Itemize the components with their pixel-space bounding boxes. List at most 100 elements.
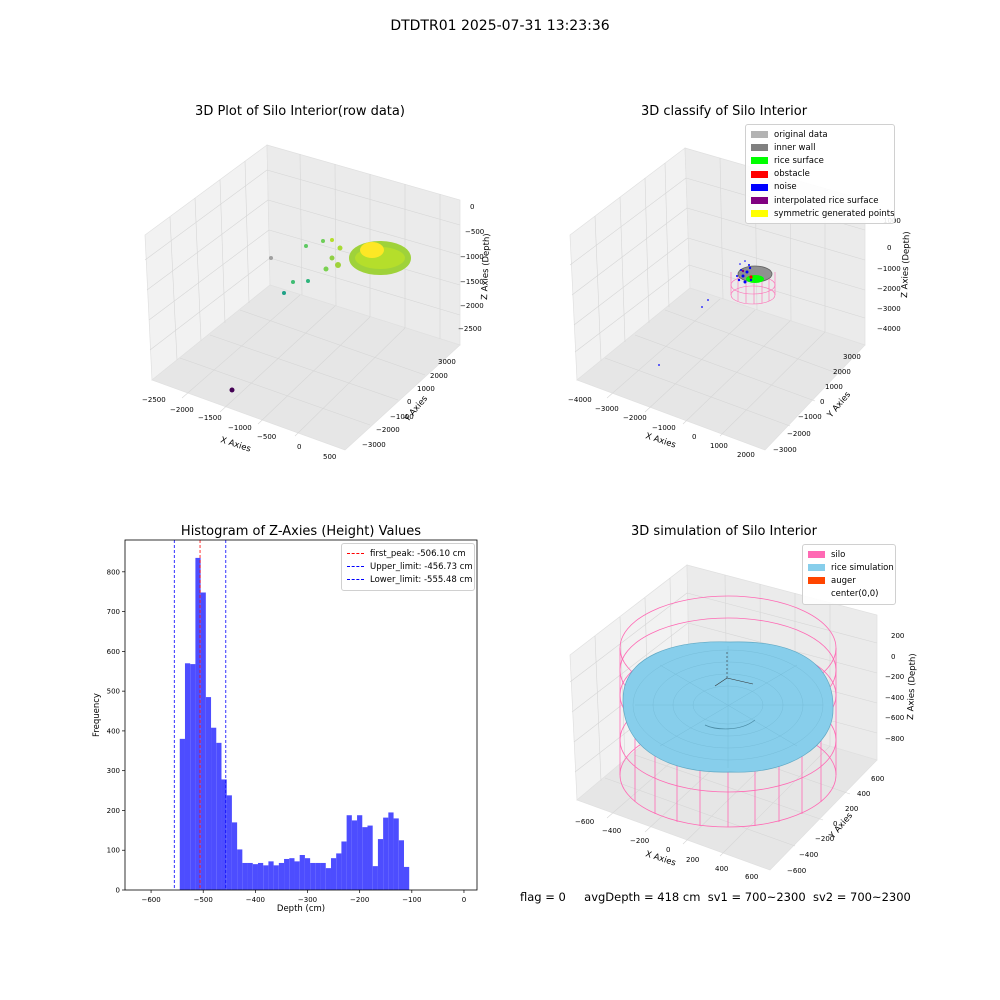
legend-item: first_peak: -506.10 cm [347,547,469,560]
histogram-chart: −600 −500 −400 −300 −200 −100 0 0 100 200 300 400 5… [92,539,478,914]
svg-text:−2000: −2000 [376,426,400,434]
x-tick-label: −100 [402,896,421,904]
status-footer: flag = 0 avgDepth = 418 cm sv1 = 700~230… [520,890,911,904]
y-tick-label: 100 [107,847,120,855]
y-ticks: 0 100 200 300 400 500 600 700 800 [107,568,125,895]
svg-text:1000: 1000 [710,442,728,450]
svg-text:−2000: −2000 [787,430,811,438]
legend-item: rice surface [751,154,889,167]
histogram-bar [252,864,258,890]
svg-text:−2500: −2500 [142,396,166,404]
svg-text:−3000: −3000 [362,441,386,449]
plot-frame [124,539,478,891]
rice-surface-points [746,275,764,283]
x-tick-label: −400 [246,896,265,904]
svg-text:−1500: −1500 [460,278,484,286]
histogram-bars [179,557,410,890]
floor-pane [151,284,461,451]
legend-item: symmetric generated points [751,207,895,220]
svg-text:600: 600 [745,873,758,881]
histogram-bar [200,592,206,890]
x-ticks: −600 −500 −400 −300 −200 −100 0 [141,890,466,904]
svg-text:0: 0 [891,653,895,661]
svg-text:−1500: −1500 [198,414,222,422]
histogram-bar [325,868,331,890]
histogram-bar [341,841,347,890]
svg-text:0: 0 [820,398,824,406]
svg-text:0: 0 [407,398,411,406]
y-tick-label: 300 [107,767,120,775]
histogram-bar [268,861,274,890]
svg-text:−500: −500 [465,228,484,236]
histogram-bar [336,853,342,890]
lower-limit-line-swatch [347,579,364,581]
simulation-3d-plot: −600 −400 −200 0 200 400 600 X Axies 600… [569,564,918,881]
svg-text:−400: −400 [602,827,621,835]
svg-text:−1000: −1000 [390,413,414,421]
svg-text:−2000: −2000 [170,406,194,414]
svg-text:−1000: −1000 [652,424,676,432]
svg-text:−800: −800 [885,735,904,743]
histogram-bar [284,858,290,890]
classify-legend: original data inner wall rice surface ob… [745,124,895,225]
legend-item: inner wall [751,141,889,154]
upper-limit-line-swatch [347,566,364,568]
histogram-bar [278,862,285,890]
svg-text:400: 400 [715,865,728,873]
x-tick-label: −500 [194,896,213,904]
simulation-legend: silo rice simulation auger center(0,0) [802,544,896,605]
svg-text:400: 400 [857,790,870,798]
legend-item: noise [751,181,889,194]
legend-item: center(0,0) [808,588,890,601]
histogram-bar [247,862,253,890]
histogram-bar [221,779,227,890]
raw-x-ticks: −2500 −2000 −1500 −1000 −500 0 500 [142,396,336,461]
swatch-center [808,591,825,598]
simulation-plot-title: 3D simulation of Silo Interior [631,524,817,539]
first-peak-line-swatch [347,553,364,555]
histogram-bar [383,817,389,890]
svg-text:Z Axies (Depth): Z Axies (Depth) [906,653,918,720]
svg-text:0: 0 [297,443,301,451]
histogram-bar [257,862,264,890]
svg-text:200: 200 [891,632,904,640]
legend-item: original data [751,128,889,141]
raw-3d-plot: −2500 −2000 −1500 −1000 −500 0 500 X Axi… [142,144,492,461]
swatch-original-data [751,131,768,139]
histogram-bar [388,812,394,890]
histogram-bar [367,825,373,890]
histogram-bar [195,557,201,890]
legend-item: interpolated rice surface [751,194,889,207]
svg-text:2000: 2000 [737,451,755,459]
auger-axis [714,652,754,687]
histogram-bar [263,865,269,890]
y-tick-label: 700 [107,608,120,616]
svg-text:−600: −600 [787,867,806,875]
noise-points [658,260,753,366]
histogram-title: Histogram of Z-Axies (Height) Values [180,524,422,539]
histogram-bar [403,866,410,890]
histogram-bar [184,663,191,890]
svg-text:−500: −500 [257,433,276,441]
histogram-bar [377,839,384,890]
x-tick-label: −200 [350,896,369,904]
svg-text:−200: −200 [630,837,649,845]
raw-plot-title: 3D Plot of Silo Interior(row data) [195,104,405,119]
svg-text:−1000: −1000 [877,265,901,273]
svg-text:−400: −400 [885,694,904,702]
sv1-text: sv1 = 700~2300 [707,890,806,904]
svg-text:Z Axies (Depth): Z Axies (Depth) [900,231,912,298]
histogram-bar [304,858,311,890]
svg-text:−1000: −1000 [460,253,484,261]
y-tick-label: 0 [116,887,120,895]
histogram-bar [346,815,352,890]
histogram-bar [315,862,321,890]
svg-text:−2500: −2500 [458,325,482,333]
legend-item: rice simulation [808,561,894,574]
flag-text: flag = 0 [520,890,566,904]
svg-text:200: 200 [845,805,858,813]
svg-text:0: 0 [470,203,474,211]
svg-text:Y Axies: Y Axies [825,390,853,421]
y-tick-label: 800 [107,568,120,576]
histogram-bar [242,862,248,890]
